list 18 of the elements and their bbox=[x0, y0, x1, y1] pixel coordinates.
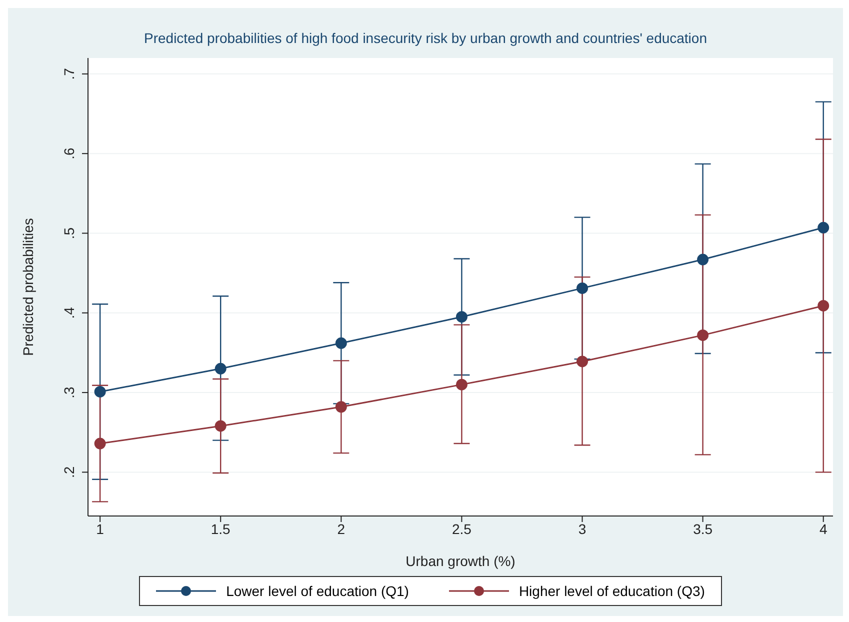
chart-title: Predicted probabilities of high food insecurity risk by urban growth and countries' education bbox=[143, 29, 708, 46]
x-tick-label: 2.5 bbox=[452, 520, 472, 537]
legend-label: Lower level of education (Q1) bbox=[226, 583, 409, 599]
legend-label: Higher level of education (Q3) bbox=[518, 583, 705, 599]
x-axis-title: Urban growth (%) bbox=[406, 553, 516, 569]
y-tick-label: .3 bbox=[61, 386, 77, 398]
x-tick-label: 4 bbox=[819, 520, 828, 537]
y-tick-label: .7 bbox=[61, 68, 77, 80]
y-tick-label: .4 bbox=[61, 306, 77, 319]
x-tick-label: 3 bbox=[578, 520, 586, 537]
y-tick-label: .6 bbox=[61, 148, 77, 160]
x-tick-label: 2 bbox=[337, 520, 346, 537]
x-tick-label: 3.5 bbox=[693, 520, 713, 537]
y-tick-label: .2 bbox=[61, 466, 77, 478]
y-axis-title: Predicted probabilities bbox=[20, 218, 36, 356]
y-tick-label: .5 bbox=[61, 227, 77, 240]
x-tick-label: 1.5 bbox=[210, 520, 231, 537]
x-tick-label: 1 bbox=[96, 520, 104, 537]
